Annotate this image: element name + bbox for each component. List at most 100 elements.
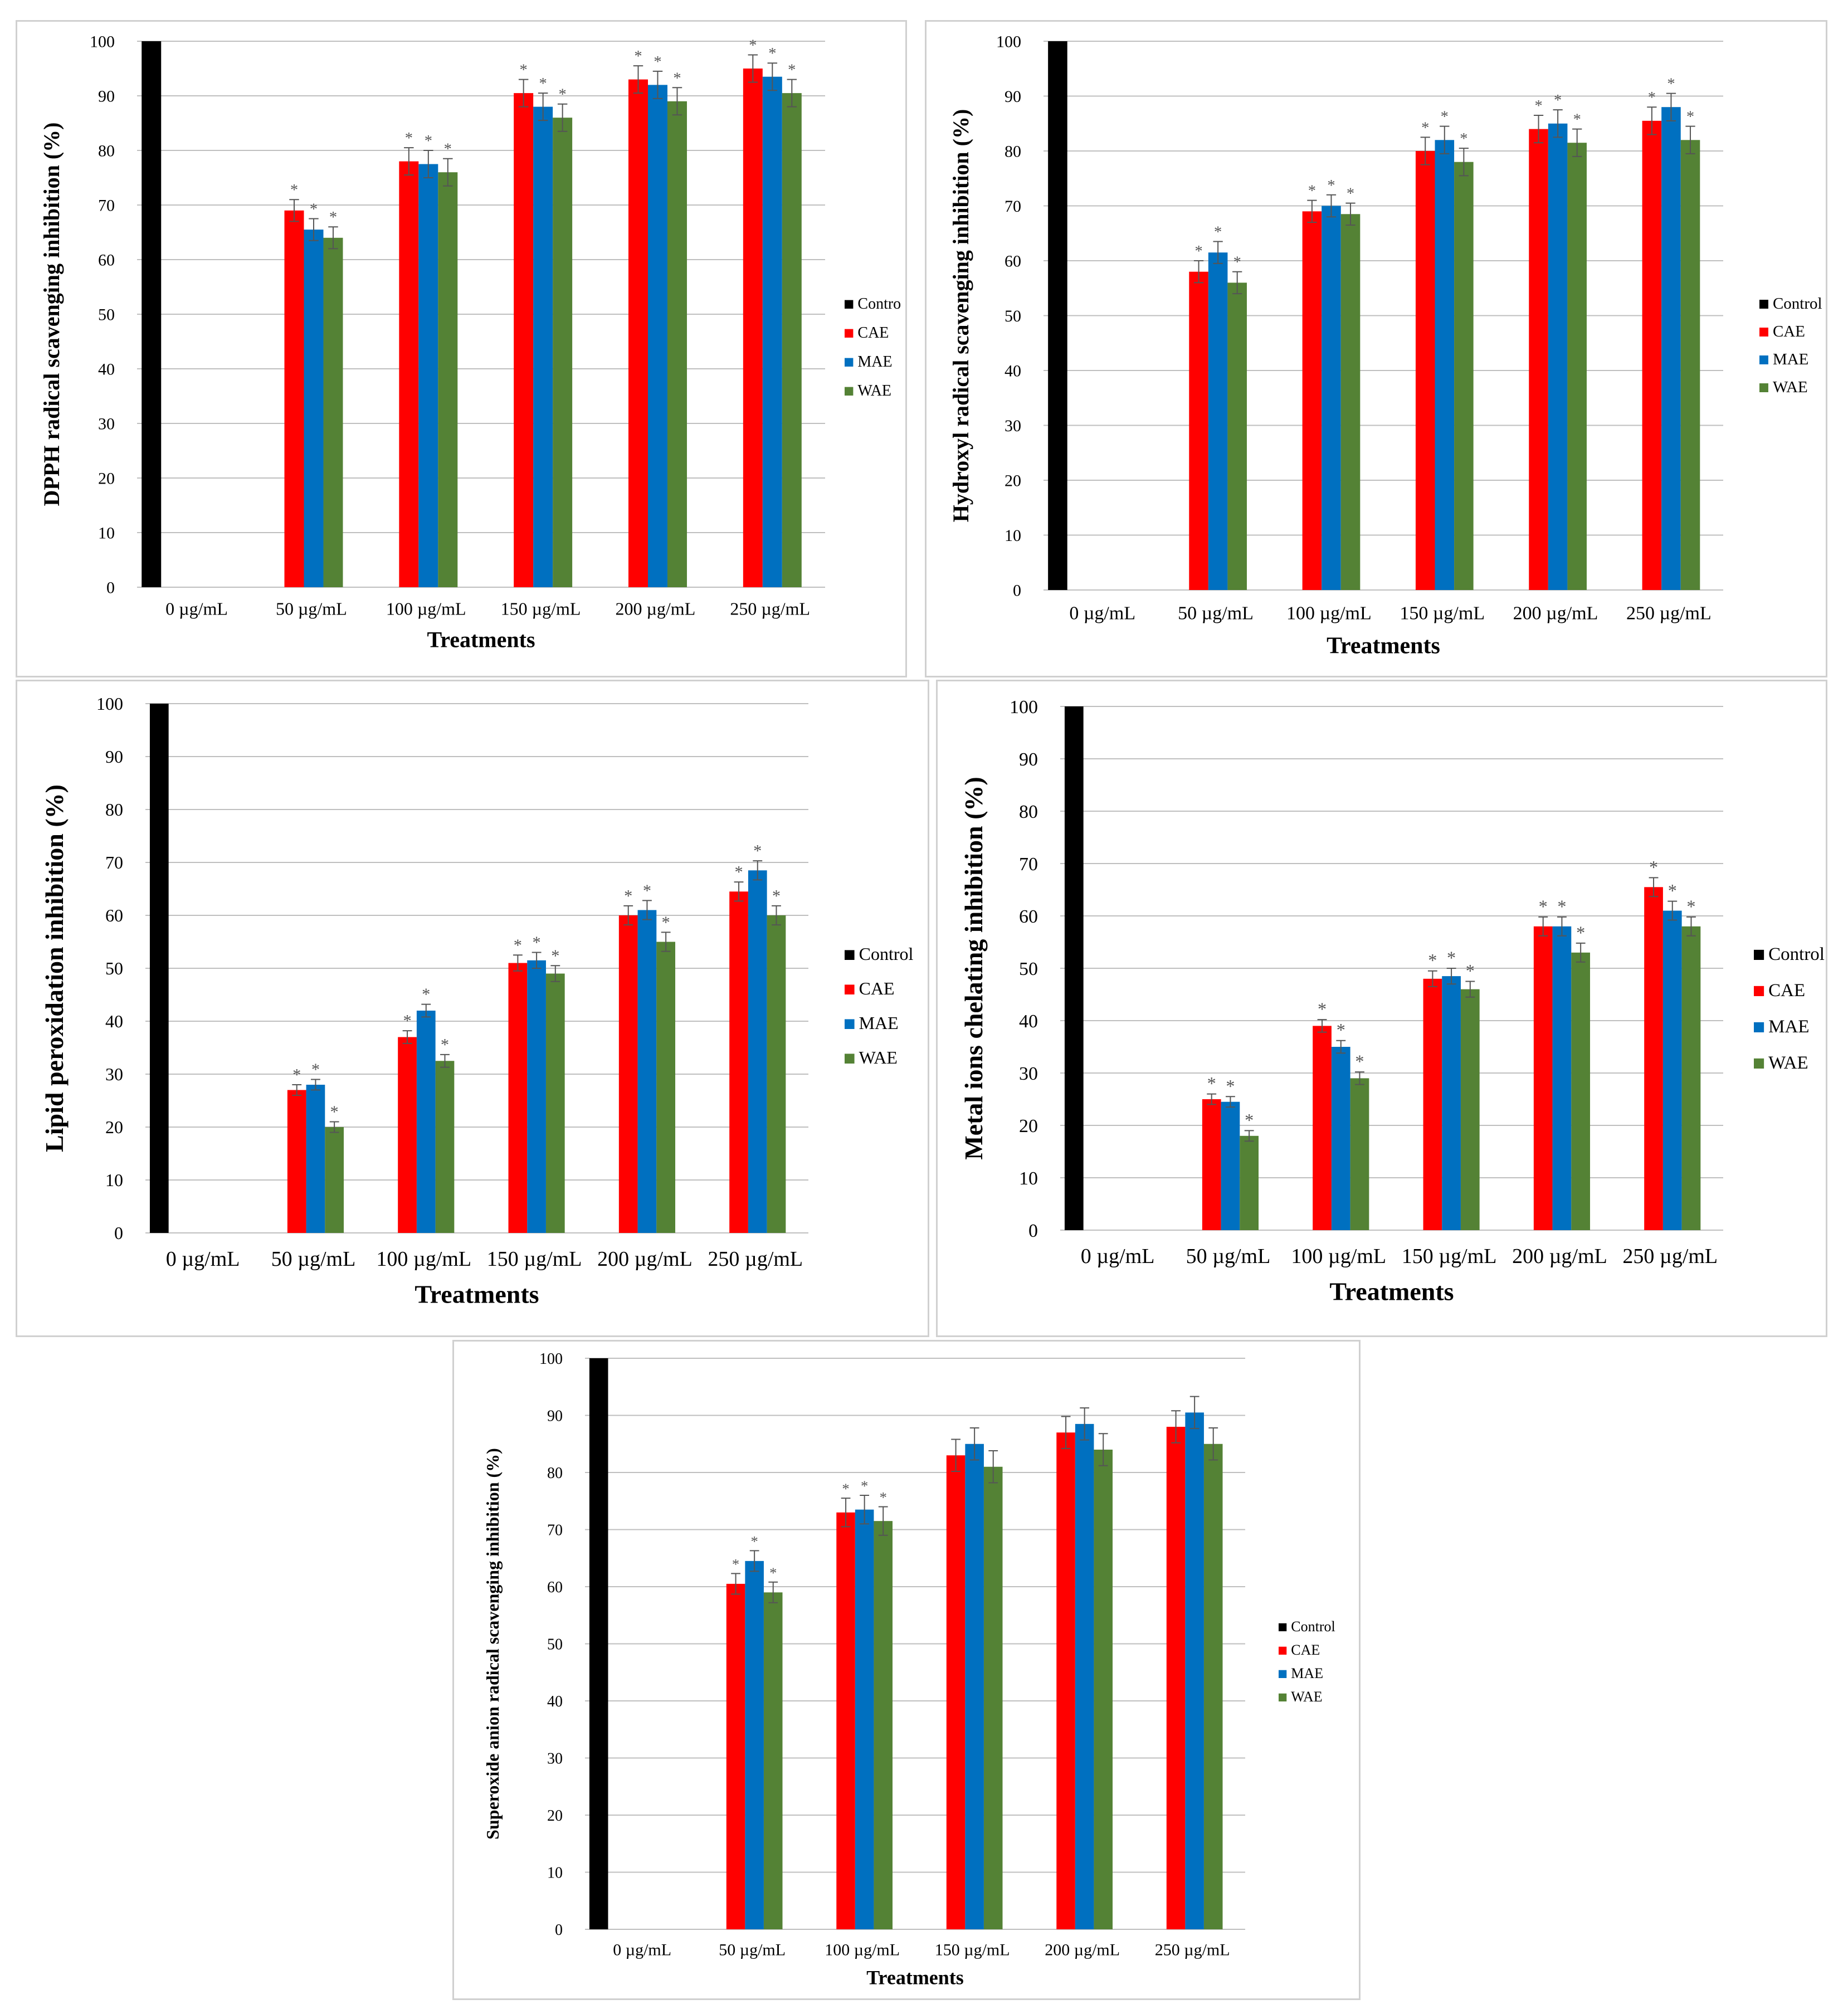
- significance-star: *: [634, 48, 642, 65]
- significance-star: *: [444, 141, 452, 158]
- y-tick-label: 70: [98, 197, 115, 215]
- bar-mae-200-ug-ml: [1552, 926, 1572, 1230]
- y-tick-label: 80: [1005, 143, 1021, 161]
- significance-star: *: [788, 62, 796, 79]
- x-tick-label: 150 µg/mL: [487, 1247, 582, 1271]
- y-tick-label: 70: [1005, 197, 1021, 216]
- y-tick-label: 90: [1019, 749, 1038, 770]
- y-tick-label: 90: [105, 747, 123, 767]
- significance-star: *: [1214, 224, 1222, 241]
- y-tick-label: 70: [1019, 854, 1038, 875]
- x-tick-label: 200 µg/mL: [1513, 603, 1598, 624]
- bar-wae-250-ug-ml: [767, 915, 786, 1233]
- y-tick-label: 0: [114, 1223, 123, 1243]
- chart-hydroxyl: 0 10 20 30 40 50 60 70 80 90 100 0 µg/mL * * * 50 µg/mL…: [948, 33, 1822, 659]
- bar-mae-250-ug-ml: [1185, 1412, 1204, 1929]
- y-tick-label: 80: [98, 142, 115, 160]
- x-tick-label: 100 µg/mL: [1291, 1245, 1386, 1268]
- panel-superoxide: 0 10 20 30 40 50 60 70 80 90 100 0 µg/mL * * * 50 µg/mL…: [452, 1340, 1361, 2000]
- bar-mae-150-ug-ml: [1442, 976, 1461, 1230]
- significance-star: *: [1557, 896, 1566, 916]
- bar-mae-200-ug-ml: [1548, 123, 1568, 590]
- x-tick-label: 100 µg/mL: [1286, 603, 1372, 624]
- y-tick-label: 40: [1019, 1011, 1038, 1032]
- x-tick-label: 100 µg/mL: [825, 1941, 900, 1959]
- bar-mae-100-ug-ml: [418, 164, 438, 587]
- significance-star: *: [403, 1011, 411, 1030]
- bar-wae-200-ug-ml: [1567, 143, 1587, 591]
- significance-star: *: [1447, 948, 1456, 968]
- significance-star: *: [514, 935, 522, 954]
- significance-star: *: [643, 881, 651, 900]
- bar-cae-150-ug-ml: [514, 93, 534, 588]
- significance-star: *: [842, 1480, 849, 1497]
- x-tick-label: 50 µg/mL: [1178, 603, 1254, 624]
- bar-wae-50-ug-ml: [1240, 1135, 1259, 1230]
- x-tick-label: 50 µg/mL: [1186, 1245, 1271, 1268]
- bar-wae-50-ug-ml: [1227, 282, 1247, 590]
- legend-swatch-control: [1279, 1623, 1287, 1631]
- legend-label-control: Control: [859, 944, 914, 964]
- legend-label-wae: WAE: [1291, 1689, 1322, 1705]
- y-axis-title: Superoxide anion radical scavenging inhi…: [482, 1448, 503, 1840]
- bar-cae-150-ug-ml: [508, 963, 528, 1233]
- bar-mae-150-ug-ml: [965, 1444, 984, 1929]
- panel-lipid-peroxidation: 0 10 20 30 40 50 60 70 80 90 100 0 µg/mL * * * 50 µg/mL…: [16, 680, 929, 1337]
- significance-star: *: [1428, 950, 1437, 971]
- bar-mae-50-ug-ml: [745, 1561, 764, 1929]
- significance-star: *: [734, 862, 743, 881]
- significance-star: *: [624, 886, 632, 905]
- significance-star: *: [422, 985, 430, 1004]
- x-tick-label: 150 µg/mL: [935, 1941, 1010, 1959]
- y-tick-label: 0: [1013, 582, 1021, 600]
- y-axis-title: DPPH radical scavenging inhibition (%): [39, 123, 64, 506]
- chart-lipid-peroxidation: 0 10 20 30 40 50 60 70 80 90 100 0 µg/mL * * * 50 µg/mL…: [40, 694, 914, 1308]
- significance-star: *: [1421, 119, 1429, 136]
- bar-wae-200-ug-ml: [667, 101, 687, 588]
- significance-star: *: [753, 841, 762, 860]
- bar-mae-250-ug-ml: [748, 870, 767, 1233]
- y-tick-label: 20: [547, 1807, 563, 1825]
- significance-star: *: [1355, 1051, 1364, 1071]
- bar-wae-50-ug-ml: [763, 1592, 783, 1929]
- y-tick-label: 60: [1005, 252, 1021, 271]
- y-tick-label: 50: [1005, 307, 1021, 325]
- bar-wae-250-ug-ml: [782, 93, 802, 588]
- significance-star: *: [1207, 1074, 1216, 1094]
- y-tick-label: 70: [105, 852, 123, 872]
- legend-label-wae: WAE: [859, 1047, 898, 1067]
- bar-mae-150-ug-ml: [527, 960, 546, 1233]
- bar-mae-250-ug-ml: [762, 76, 782, 587]
- bar-wae-250-ug-ml: [1203, 1444, 1223, 1929]
- bar-wae-50-ug-ml: [325, 1127, 344, 1233]
- y-tick-label: 10: [98, 524, 115, 543]
- x-axis-title: Treatments: [866, 1967, 964, 1989]
- bar-mae-100-ug-ml: [855, 1509, 874, 1929]
- significance-star: *: [1534, 97, 1542, 115]
- bar-cae-100-ug-ml: [1302, 211, 1322, 591]
- bar-wae-100-ug-ml: [438, 172, 458, 587]
- significance-star: *: [1245, 1110, 1254, 1130]
- y-tick-label: 20: [98, 470, 115, 488]
- significance-star: *: [732, 1555, 739, 1572]
- legend-label-mae: MAE: [1291, 1665, 1323, 1681]
- x-tick-label: 250 µg/mL: [1155, 1941, 1230, 1959]
- significance-star: *: [539, 75, 547, 92]
- bar-cae-200-ug-ml: [1056, 1432, 1075, 1929]
- significance-star: *: [1194, 243, 1202, 260]
- significance-star: *: [1327, 177, 1335, 194]
- y-tick-label: 30: [547, 1750, 563, 1767]
- x-tick-label: 250 µg/mL: [730, 599, 810, 619]
- x-tick-label: 200 µg/mL: [1512, 1245, 1607, 1268]
- chart-superoxide: 0 10 20 30 40 50 60 70 80 90 100 0 µg/mL * * * 50 µg/mL…: [482, 1350, 1335, 1989]
- significance-star: *: [768, 45, 776, 62]
- x-tick-label: 200 µg/mL: [597, 1247, 693, 1271]
- y-tick-label: 0: [1028, 1221, 1038, 1241]
- bar-mae-250-ug-ml: [1661, 107, 1681, 590]
- legend-swatch-cae: [1279, 1646, 1287, 1655]
- panel-hydroxyl: 0 10 20 30 40 50 60 70 80 90 100 0 µg/mL * * * 50 µg/mL…: [925, 20, 1827, 677]
- bar-cae-100-ug-ml: [836, 1512, 855, 1929]
- significance-star: *: [751, 1533, 758, 1549]
- y-tick-label: 40: [1005, 362, 1021, 381]
- bar-control-0-ug-ml: [589, 1358, 608, 1929]
